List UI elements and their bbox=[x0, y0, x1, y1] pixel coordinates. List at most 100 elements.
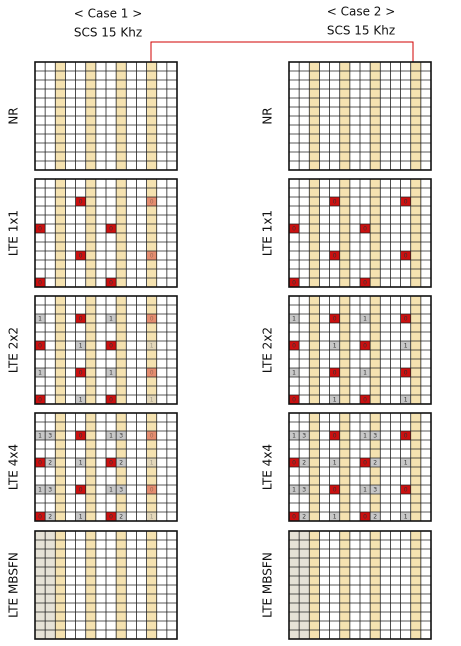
port-label: 3 bbox=[302, 433, 306, 440]
grid-border bbox=[34, 530, 178, 640]
port-label: 0 bbox=[404, 370, 408, 377]
reference-signal bbox=[400, 395, 411, 404]
grid-border bbox=[288, 61, 432, 171]
port-label: 3 bbox=[119, 433, 123, 440]
port-label: 0 bbox=[292, 397, 296, 404]
port-label: 0 bbox=[38, 343, 42, 350]
reference-signal bbox=[329, 197, 340, 206]
reference-signal bbox=[146, 368, 157, 377]
port-label: 0 bbox=[150, 253, 154, 260]
port-label: 1 bbox=[292, 487, 296, 494]
reference-signal bbox=[106, 278, 117, 287]
reference-signal bbox=[289, 278, 300, 287]
port-label: 1 bbox=[150, 397, 154, 404]
port-label: 1 bbox=[363, 316, 367, 323]
port-label: 0 bbox=[292, 460, 296, 467]
reference-signal bbox=[400, 431, 411, 440]
reference-signal bbox=[146, 395, 157, 404]
port-label: 1 bbox=[292, 433, 296, 440]
port-label: 0 bbox=[363, 514, 367, 521]
reference-signal bbox=[35, 395, 46, 404]
reference-signal bbox=[146, 197, 157, 206]
reference-signal bbox=[289, 458, 300, 467]
port-label: 1 bbox=[109, 433, 113, 440]
reference-signal bbox=[360, 395, 371, 404]
reference-signal bbox=[400, 458, 411, 467]
port-label: 0 bbox=[363, 226, 367, 233]
port-label: 0 bbox=[38, 460, 42, 467]
reference-signal bbox=[35, 458, 46, 467]
reference-signal bbox=[400, 251, 411, 260]
reference-signal bbox=[35, 224, 46, 233]
port-label: 3 bbox=[48, 433, 52, 440]
row-label: LTE MBSFN bbox=[261, 552, 275, 618]
reference-signal bbox=[45, 458, 56, 467]
port-label: 0 bbox=[79, 433, 83, 440]
port-label: 3 bbox=[373, 433, 377, 440]
reference-signal bbox=[370, 485, 381, 494]
reference-signal bbox=[146, 341, 157, 350]
port-label: 0 bbox=[109, 280, 113, 287]
reference-signal bbox=[106, 458, 117, 467]
port-label: 1 bbox=[38, 370, 42, 377]
port-label: 1 bbox=[333, 397, 337, 404]
port-label: 0 bbox=[38, 280, 42, 287]
reference-signal bbox=[106, 341, 117, 350]
row-label: LTE 4x4 bbox=[7, 444, 21, 490]
port-label: 0 bbox=[404, 433, 408, 440]
reference-signal bbox=[400, 512, 411, 521]
row-label: LTE 4x4 bbox=[261, 444, 275, 490]
reference-signal bbox=[289, 395, 300, 404]
reference-signal bbox=[146, 485, 157, 494]
port-label: 0 bbox=[292, 514, 296, 521]
reference-signal bbox=[360, 341, 371, 350]
reference-signal bbox=[45, 512, 56, 521]
row-label: LTE 1x1 bbox=[7, 210, 21, 256]
reference-signal bbox=[116, 458, 127, 467]
port-label: 3 bbox=[48, 487, 52, 494]
reference-signal bbox=[75, 314, 86, 323]
reference-signal bbox=[75, 368, 86, 377]
grid-border bbox=[34, 61, 178, 171]
reference-signal bbox=[106, 395, 117, 404]
port-label: 0 bbox=[109, 460, 113, 467]
reference-signal bbox=[329, 368, 340, 377]
port-label: 0 bbox=[363, 343, 367, 350]
port-label: 0 bbox=[79, 487, 83, 494]
port-label: 0 bbox=[333, 370, 337, 377]
reference-signal bbox=[400, 485, 411, 494]
reference-signal bbox=[106, 368, 117, 377]
port-label: 1 bbox=[109, 487, 113, 494]
reference-signal bbox=[360, 431, 371, 440]
row-label: LTE 2x2 bbox=[261, 327, 275, 373]
port-label: 1 bbox=[109, 370, 113, 377]
port-label: 1 bbox=[292, 316, 296, 323]
port-label: 0 bbox=[79, 370, 83, 377]
port-label: 1 bbox=[79, 343, 83, 350]
reference-signal bbox=[106, 314, 117, 323]
reference-signal bbox=[400, 368, 411, 377]
port-label: 0 bbox=[79, 316, 83, 323]
reference-signal bbox=[146, 251, 157, 260]
port-label: 0 bbox=[363, 460, 367, 467]
port-label: 0 bbox=[38, 397, 42, 404]
reference-signal bbox=[370, 431, 381, 440]
port-label: 2 bbox=[119, 460, 123, 467]
port-label: 1 bbox=[363, 487, 367, 494]
reference-signal bbox=[329, 341, 340, 350]
reference-signal bbox=[75, 485, 86, 494]
reference-signal bbox=[299, 485, 310, 494]
port-label: 0 bbox=[404, 487, 408, 494]
row-label: NR bbox=[261, 107, 275, 124]
reference-signal bbox=[146, 458, 157, 467]
port-label: 1 bbox=[79, 460, 83, 467]
reference-signal bbox=[289, 431, 300, 440]
port-label: 0 bbox=[150, 316, 154, 323]
reference-signal bbox=[35, 278, 46, 287]
port-label: 1 bbox=[333, 460, 337, 467]
port-label: 3 bbox=[119, 487, 123, 494]
grid-border bbox=[288, 530, 432, 640]
port-label: 1 bbox=[38, 487, 42, 494]
reference-signal bbox=[106, 224, 117, 233]
